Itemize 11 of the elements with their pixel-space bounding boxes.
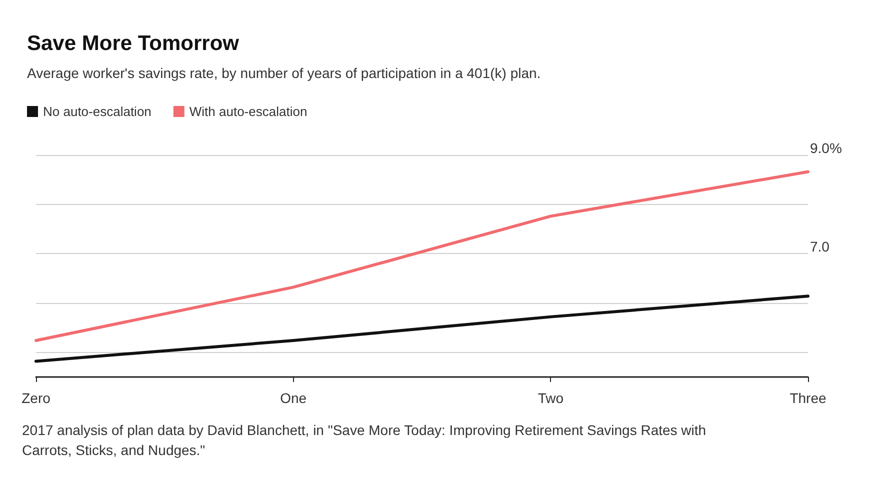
x-tick-label: Three [790,390,826,406]
x-tick-label: Two [538,390,564,406]
chart-title: Save More Tomorrow [27,32,240,55]
x-tick-label: One [280,390,307,406]
legend-label: With auto-escalation [189,104,308,119]
chart-subtitle: Average worker's savings rate, by number of years of participation in a 401(k) plan. [27,65,541,81]
y-tick-label: 7.0 [810,238,830,255]
legend-label: No auto-escalation [43,104,152,119]
x-tick-label: Zero [22,390,51,406]
y-tick-label: 9.0% [810,140,842,156]
text: 2017 analysis of plan data by David Blanchett, in "Save More Today: Improving Retirement Savings Rates with Carrots, Sticks, and Nudges." [22,422,710,458]
